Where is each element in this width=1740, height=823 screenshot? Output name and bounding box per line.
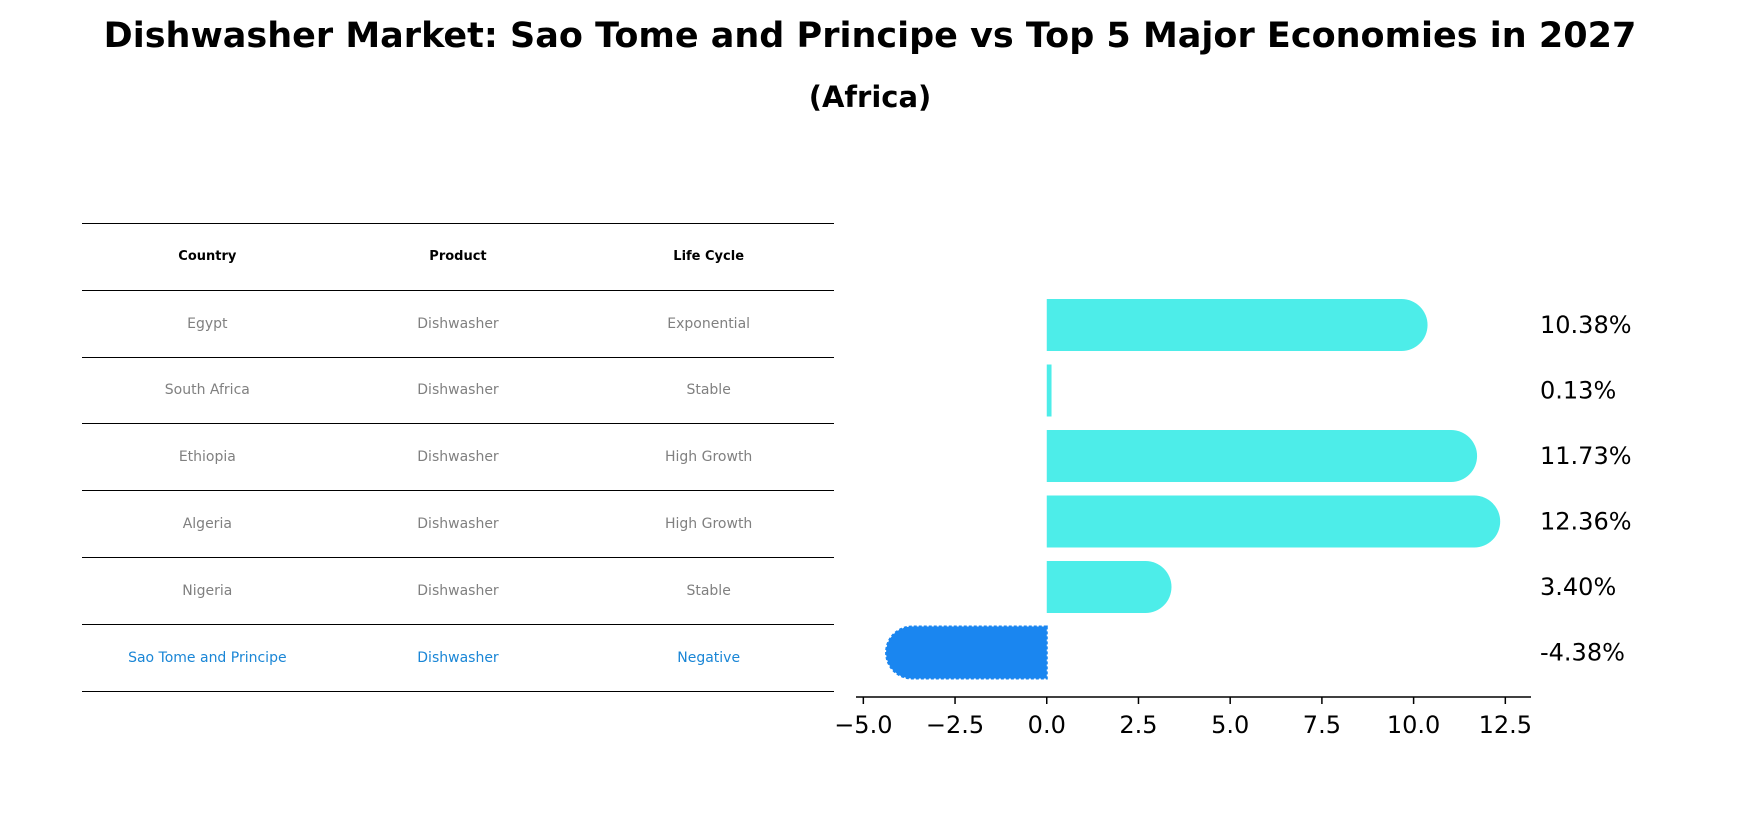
cell-life-cycle: Stable <box>583 356 834 425</box>
cell-life-cycle: High Growth <box>583 490 834 558</box>
header-country: Country <box>82 223 333 291</box>
value-label: 11.73% <box>1540 442 1632 470</box>
value-label: 0.13% <box>1540 377 1616 405</box>
x-tick-label: 7.5 <box>1303 711 1341 739</box>
cell-life-cycle: High Growth <box>583 423 834 492</box>
bar-sao-tome-and-principe <box>885 625 1048 680</box>
bar-algeria <box>1046 495 1501 548</box>
bar-egypt <box>1046 299 1428 351</box>
table-row: Ethiopia Dishwasher High Growth <box>82 423 834 492</box>
cell-life-cycle: Negative <box>583 623 834 692</box>
cell-product: Dishwasher <box>332 356 584 425</box>
x-tick-label: 12.5 <box>1479 711 1532 739</box>
cell-life-cycle: Exponential <box>583 289 834 358</box>
x-tick-label: −2.5 <box>926 711 984 739</box>
header-product: Product <box>332 223 584 291</box>
bar-south-africa <box>1046 364 1052 417</box>
chart-title: Dishwasher Market: Sao Tome and Principe… <box>103 16 1637 56</box>
cell-product: Dishwasher <box>332 490 584 558</box>
cell-country: Ethiopia <box>82 423 333 492</box>
value-label: 10.38% <box>1540 311 1632 339</box>
table-row-highlighted: Sao Tome and Principe Dishwasher Negativ… <box>82 623 834 692</box>
table-header-row: Country Product Life Cycle <box>82 223 834 291</box>
cell-country: Nigeria <box>82 556 333 625</box>
value-label: 12.36% <box>1540 508 1632 536</box>
x-tick-label: 2.5 <box>1119 711 1157 739</box>
cell-life-cycle: Stable <box>583 556 834 625</box>
x-tick-label: 10.0 <box>1387 711 1440 739</box>
cell-country: Egypt <box>82 289 333 358</box>
x-tick-label: 5.0 <box>1211 711 1249 739</box>
bar-nigeria <box>1046 561 1172 613</box>
x-tick-label: −5.0 <box>834 711 892 739</box>
cell-country: South Africa <box>82 356 333 425</box>
table-row: Algeria Dishwasher High Growth <box>82 490 834 558</box>
value-label: -4.38% <box>1540 639 1625 667</box>
table-row: South Africa Dishwasher Stable <box>82 356 834 425</box>
table-row: Nigeria Dishwasher Stable <box>82 556 834 625</box>
cell-country: Algeria <box>82 490 333 558</box>
chart-subtitle: (Africa) <box>808 80 932 114</box>
header-life-cycle: Life Cycle <box>583 223 834 291</box>
cell-product: Dishwasher <box>332 289 584 358</box>
cell-country: Sao Tome and Principe <box>82 623 333 692</box>
cell-product: Dishwasher <box>332 623 584 692</box>
value-label: 3.40% <box>1540 573 1616 601</box>
table-row: Egypt Dishwasher Exponential <box>82 289 834 358</box>
x-tick-label: 0.0 <box>1028 711 1066 739</box>
bar-ethiopia <box>1046 430 1478 482</box>
life-cycle-table: Country Product Life Cycle Egypt Dishwas… <box>82 223 834 692</box>
